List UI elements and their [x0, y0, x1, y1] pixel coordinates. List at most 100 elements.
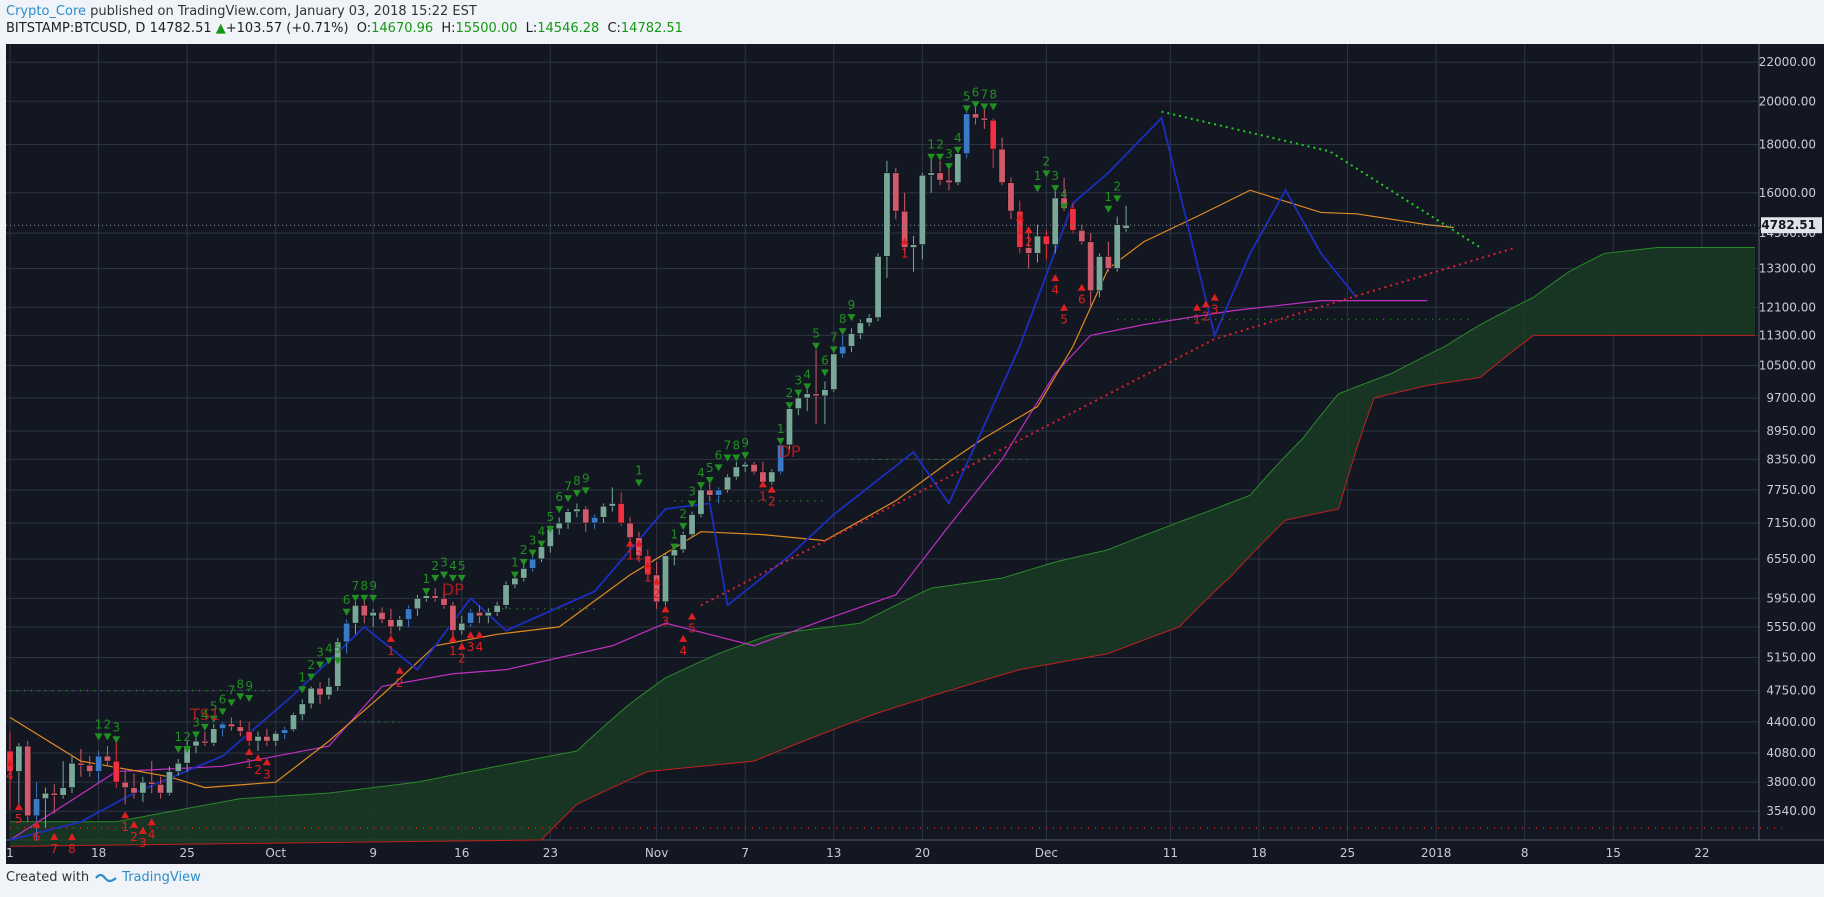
annotation-label: DP: [779, 442, 801, 461]
td-buy-triangle: [785, 402, 794, 410]
td-buy-count: 3: [795, 374, 803, 388]
td-buy-triangle: [209, 715, 218, 723]
candle-body: [316, 687, 324, 696]
candle-body: [529, 558, 537, 569]
candle-body: [1051, 197, 1059, 245]
td-buy-triangle: [634, 479, 643, 487]
td-sell-count: 4: [476, 640, 484, 654]
price-tick-label: 3800.00: [1766, 775, 1816, 789]
tradingview-logo-icon: [95, 873, 117, 882]
candle-body: [387, 619, 395, 628]
td-sell-count: 3: [467, 640, 475, 654]
time-tick-label: 11: [1163, 846, 1178, 860]
candle-body: [192, 740, 200, 747]
td-sell-count: 3: [662, 614, 670, 628]
td-buy-count: 1: [95, 717, 103, 731]
td-buy-count: 4: [954, 131, 962, 145]
td-buy-count: 7: [228, 683, 236, 697]
candle-body: [298, 703, 306, 715]
candle-body: [1007, 182, 1015, 212]
td-buy-triangle: [794, 389, 803, 397]
candle-body: [360, 604, 368, 617]
kijun-sen-line: [9, 300, 1428, 841]
td-buy-count: 1: [422, 572, 430, 586]
candle-body: [112, 760, 120, 783]
td-sell-triangle: [386, 634, 395, 642]
td-sell-triangle: [14, 803, 23, 811]
td-buy-triangle: [820, 369, 829, 377]
td-buy-count: 3: [688, 485, 696, 499]
td-buy-triangle: [519, 558, 528, 566]
candle-body: [15, 745, 23, 772]
td-buy-triangle: [688, 500, 697, 508]
td-buy-triangle: [528, 549, 537, 557]
td-buy-count: 8: [236, 677, 244, 691]
td-sell-count: 3: [139, 836, 147, 850]
tradingview-link[interactable]: TradingView: [95, 870, 201, 885]
candlesticks: [6, 107, 1130, 840]
td-buy-count: 5: [210, 700, 218, 714]
candle-body: [555, 522, 563, 530]
td-sell-triangle: [900, 237, 909, 245]
time-axis[interactable]: [6, 840, 1824, 864]
price-axis[interactable]: [1759, 44, 1824, 840]
td-sell-triangle: [767, 485, 776, 493]
candle-body: [732, 466, 740, 478]
td-buy-count: 1: [511, 556, 519, 570]
candle-body: [591, 517, 599, 524]
candle-body: [413, 598, 421, 610]
td-buy-count: 2: [679, 507, 687, 521]
td-buy-count: 9: [582, 471, 590, 485]
td-sell-triangle: [1024, 226, 1033, 234]
td-buy-triangle: [723, 454, 732, 462]
cloud-fill: [10, 247, 1755, 847]
price-tick-label: 6550.00: [1766, 552, 1816, 566]
candle-body: [157, 784, 165, 794]
candle-body: [475, 612, 483, 617]
candle-body: [812, 393, 820, 397]
td-buy-count: 6: [555, 490, 563, 504]
candle-body: [422, 595, 430, 599]
td-sell-triangle: [121, 811, 130, 819]
td-buy-triangle: [1060, 203, 1069, 211]
td-buy-triangle: [537, 540, 546, 548]
td-buy-count: 3: [945, 147, 953, 161]
candle-body: [874, 256, 882, 318]
candle-body: [121, 781, 129, 788]
td-buy-triangle: [298, 686, 307, 694]
candle-body: [458, 622, 466, 631]
plot-area[interactable]: [6, 44, 1759, 840]
candle-body: [139, 781, 147, 794]
td-buy-triangle: [564, 495, 573, 503]
candle-body: [351, 604, 359, 624]
candle-body: [289, 714, 297, 730]
time-tick-label: Oct: [265, 846, 286, 860]
candle-body: [493, 604, 501, 613]
time-tick-label: 9: [369, 846, 377, 860]
td-buy-count: 1: [927, 138, 935, 152]
candle-body: [608, 503, 616, 507]
td-buy-triangle: [316, 661, 325, 669]
candle-body: [945, 179, 953, 183]
candle-body: [272, 733, 280, 742]
td-sell-count: 2: [768, 495, 776, 509]
author-link[interactable]: Crypto_Core: [6, 4, 87, 19]
td-buy-triangle: [333, 657, 342, 665]
td-buy-count: 7: [981, 87, 989, 101]
td-sell-count: 1: [1016, 223, 1024, 237]
td-buy-count: 3: [316, 646, 324, 660]
td-sell-count: 2: [130, 830, 138, 844]
td-buy-count: 4: [803, 367, 811, 381]
tradingview-brand: TradingView: [122, 870, 201, 885]
candle-body: [1069, 208, 1077, 231]
td-sell-count: 2: [1025, 235, 1033, 249]
td-buy-triangle: [732, 454, 741, 462]
td-buy-count: 2: [936, 138, 944, 152]
td-sell-triangle: [688, 612, 697, 620]
candle-body: [635, 537, 643, 557]
candle-body: [325, 686, 333, 696]
td-buy-count: 2: [183, 730, 191, 744]
candle-body: [210, 728, 218, 744]
